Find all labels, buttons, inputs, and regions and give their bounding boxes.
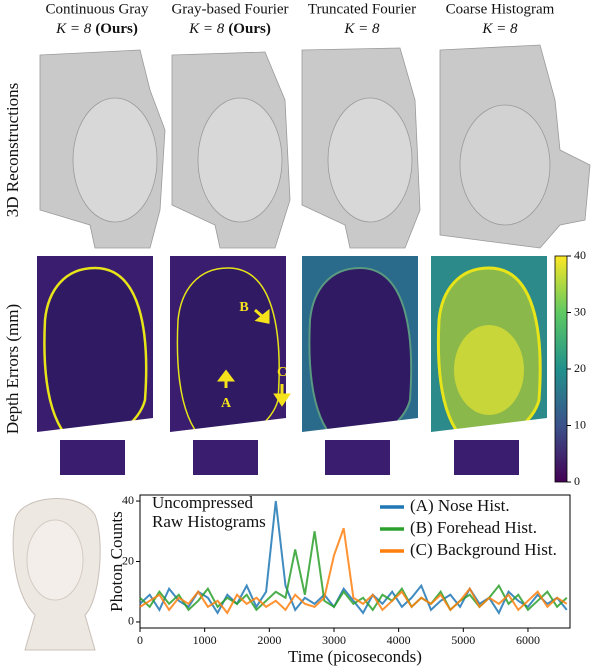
column-math: K = 8 [343, 21, 380, 37]
legend-label: (B) Forehead Hist. [410, 518, 537, 537]
y-tick-label: 0 [128, 614, 134, 628]
y-tick-label: 20 [122, 553, 134, 567]
column-subtitle: K = 8 [343, 21, 380, 37]
x-axis-label: Time (picoseconds) [288, 647, 422, 666]
series-line [139, 527, 568, 615]
reconstructions [39, 44, 591, 249]
annotation-label: C [277, 365, 287, 380]
error-map-4 [431, 256, 547, 482]
error-map-2 [170, 256, 291, 482]
column-title: Truncated Fourier [308, 1, 416, 17]
recon-2-head [197, 97, 283, 223]
x-tick-label: 6000 [516, 633, 540, 647]
series-line [139, 500, 568, 615]
colorbar [554, 255, 568, 483]
column-note: (Ours) [95, 21, 138, 37]
column-title: Continuous Gray [46, 1, 149, 17]
x-tick-label: 0 [137, 633, 143, 647]
legend-label: (A) Nose Hist. [410, 496, 510, 515]
x-tick-label: 5000 [451, 633, 475, 647]
error-map-3 [302, 256, 418, 482]
column-note: (Ours) [228, 21, 271, 37]
x-tick-label: 2000 [257, 633, 281, 647]
column-math: K = 8 [55, 21, 92, 37]
colorbar-tick-label: 30 [574, 304, 586, 318]
bust-photo [12, 498, 101, 651]
column-math: K = 8 [188, 21, 225, 37]
recon-3-head [327, 97, 413, 223]
error-maps [37, 255, 568, 483]
y-tick-label: 40 [122, 493, 134, 507]
chart-annotation: Uncompressed [152, 493, 254, 512]
colorbar-tick-label: 40 [574, 248, 586, 262]
colorbar-tick-label: 10 [574, 417, 586, 431]
colorbar-tick-label: 0 [574, 474, 580, 488]
series-line [139, 531, 568, 612]
recon-1-head [72, 97, 158, 223]
column-title: Gray-based Fourier [171, 1, 288, 17]
x-tick-label: 1000 [193, 633, 217, 647]
colorbar-tick-label: 20 [574, 361, 586, 375]
x-tick-label: 4000 [387, 633, 411, 647]
column-subtitle: K = 8 (Ours) [55, 21, 138, 37]
column-subtitle: K = 8 (Ours) [188, 21, 271, 37]
legend-label: (C) Background Hist. [410, 540, 557, 559]
recon-4-head [459, 104, 551, 226]
row-label: Depth Errors (mm) [3, 304, 22, 434]
annotation-label: B [239, 300, 248, 315]
column-title: Coarse Histogram [446, 1, 555, 17]
chart-annotation: Raw Histograms [152, 512, 266, 531]
annotation-label: A [221, 396, 232, 411]
column-subtitle: K = 8 [481, 21, 518, 37]
y-axis-label: Photon Counts [107, 511, 126, 612]
row-label: 3D Reconstructions [3, 83, 22, 218]
error-map-1 [37, 256, 153, 482]
x-tick-label: 3000 [322, 633, 346, 647]
column-math: K = 8 [481, 21, 518, 37]
